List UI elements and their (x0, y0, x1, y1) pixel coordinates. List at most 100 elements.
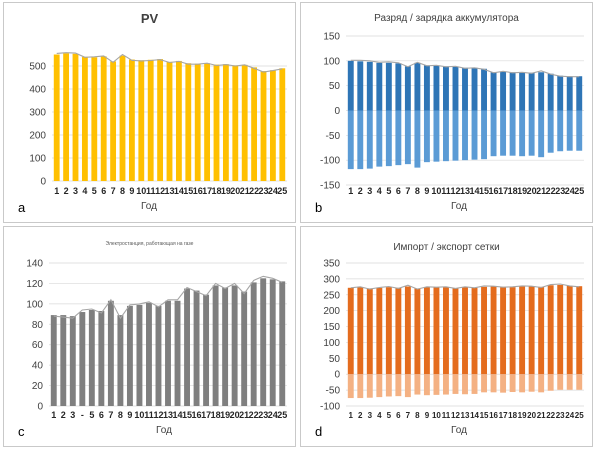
bar (423, 374, 430, 396)
bar (500, 110, 507, 156)
y-tick-label: -150 (320, 181, 340, 192)
bar (557, 284, 564, 375)
bar (385, 287, 392, 375)
x-tick-label: 22 (546, 186, 556, 196)
bar (185, 63, 192, 181)
bar (88, 309, 95, 406)
bar (366, 61, 373, 111)
bar (347, 287, 354, 375)
bar (433, 374, 440, 395)
x-tick-label: 10 (134, 410, 144, 420)
x-tick-label: 18 (508, 186, 518, 196)
bar (232, 65, 239, 181)
bar (107, 300, 114, 406)
bar (376, 287, 383, 375)
x-tick-label: 14 (174, 186, 184, 196)
panel-label: d (315, 424, 323, 439)
x-tick-label: 2 (64, 186, 69, 196)
bar (138, 60, 145, 181)
x-tick-label: 5 (92, 186, 97, 196)
x-tick-label: 9 (129, 186, 134, 196)
bar (347, 110, 354, 170)
bar (222, 64, 229, 181)
x-tick-label: 17 (201, 410, 211, 420)
bar (576, 374, 583, 390)
x-tick-label: 19 (220, 410, 230, 420)
x-tick-label: 11 (441, 186, 451, 196)
bar (509, 287, 516, 375)
chart-panel-c: 0 20 40 60 80 100 120 140 1 2 3-5 6 7 8 9 10 11 12 13 14 15 1… (3, 226, 296, 447)
x-tick-label: 8 (120, 186, 125, 196)
bar (69, 316, 76, 406)
x-tick-label: 11 (442, 411, 451, 420)
bar (557, 75, 564, 111)
x-tick-label: 2 (358, 186, 363, 196)
x-tick-label: 4 (82, 186, 87, 196)
x-tick-label: 6 (101, 186, 106, 196)
bar (557, 374, 564, 390)
y-tick-label: 200 (323, 306, 340, 317)
y-tick-label: 200 (29, 131, 46, 142)
y-tick-label: 100 (323, 338, 340, 349)
panel-label: c (18, 424, 25, 439)
x-tick-label: 12 (450, 186, 460, 196)
x-tick-label: 7 (108, 410, 113, 420)
x-tick-label: 18 (211, 186, 221, 196)
bar (376, 62, 383, 111)
bar (443, 110, 449, 162)
bar (576, 76, 583, 111)
x-axis-label: Год (141, 201, 157, 212)
bar (204, 63, 211, 181)
bar (194, 63, 201, 182)
bar (433, 287, 440, 375)
bar (63, 53, 70, 181)
x-tick-label: 1 (348, 186, 353, 196)
bar (279, 68, 286, 181)
x-tick-label: 19 (518, 411, 527, 420)
bar (53, 54, 60, 181)
x-tick-label: 18 (211, 410, 221, 420)
bar (126, 305, 133, 406)
bar (395, 63, 402, 111)
y-tick-label: 20 (32, 381, 44, 392)
x-tick-label: 14 (173, 410, 183, 420)
bar (385, 374, 392, 397)
bar (404, 374, 411, 398)
y-tick-label: 150 (323, 32, 340, 43)
x-tick-label: 23 (556, 411, 565, 420)
bar (528, 286, 535, 375)
x-tick-label: 10 (431, 186, 441, 196)
bar (500, 71, 507, 111)
bar (269, 279, 276, 406)
x-tick-label: 15 (479, 186, 489, 196)
bar (471, 287, 478, 375)
bar (528, 72, 535, 111)
bar (347, 60, 354, 111)
y-tick-label: 400 (29, 85, 46, 96)
bar (490, 110, 497, 157)
x-tick-label: 25 (277, 186, 287, 196)
y-tick-label: 80 (32, 320, 44, 331)
x-tick-label: 9 (425, 411, 430, 420)
bar (91, 57, 98, 182)
bar (547, 110, 554, 153)
y-tick-label: 0 (334, 370, 340, 381)
bar (250, 282, 257, 406)
bar (395, 287, 402, 375)
x-tick-label: 10 (432, 411, 441, 420)
bar (100, 56, 107, 182)
x-tick-label: 9 (424, 186, 429, 196)
y-tick-label: 300 (323, 274, 340, 285)
x-tick-label: 5 (386, 186, 391, 196)
x-tick-label: 11 (144, 410, 154, 420)
bar (566, 76, 573, 111)
x-tick-label: 6 (396, 186, 401, 196)
x-tick-label: 24 (565, 186, 575, 196)
x-tick-label: 18 (508, 411, 517, 420)
y-tick-label: -100 (320, 156, 340, 167)
bar (576, 110, 583, 151)
series-line (350, 283, 580, 290)
